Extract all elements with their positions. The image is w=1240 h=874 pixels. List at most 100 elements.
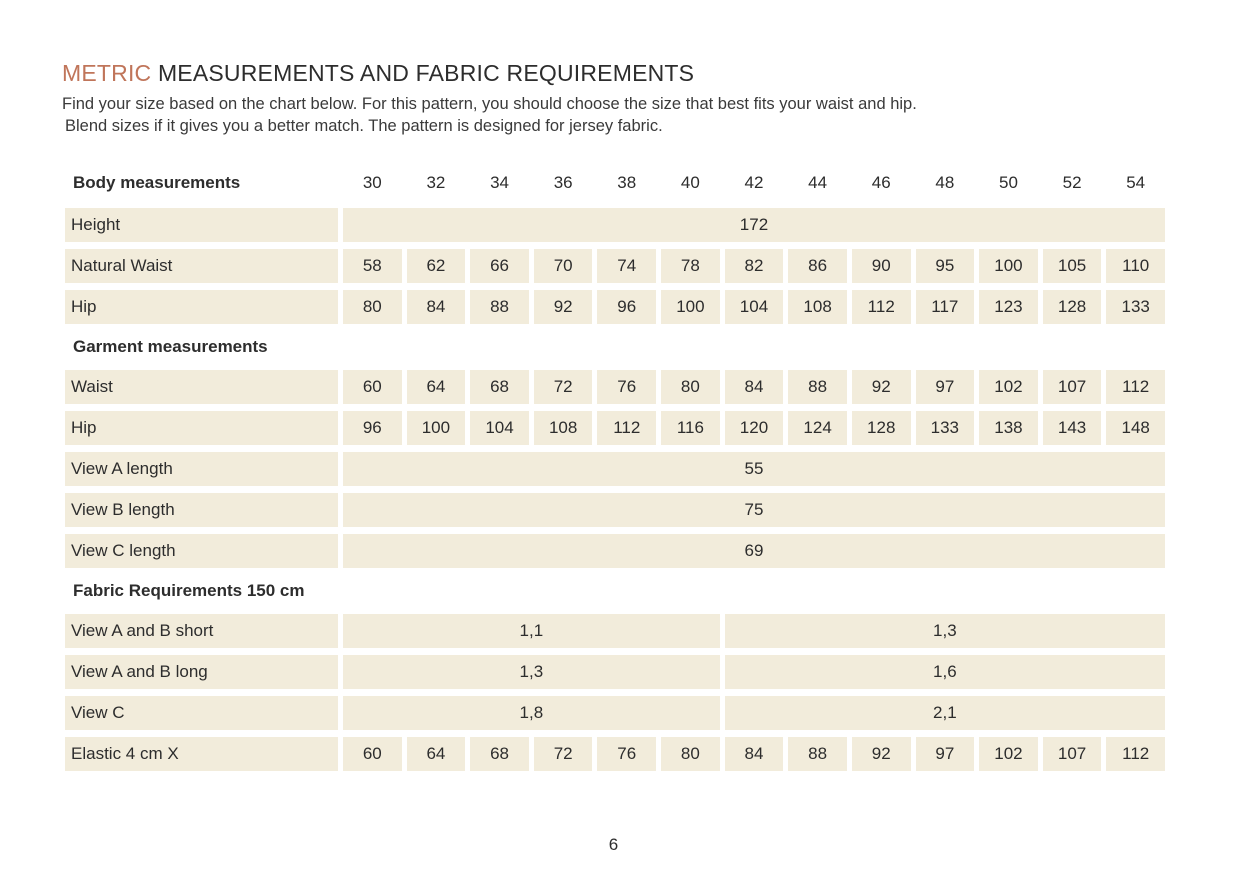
cell-value: 102: [979, 370, 1038, 404]
cell-value: 105: [1042, 249, 1102, 283]
cell-value: 70: [533, 249, 593, 283]
cell-value: 102: [979, 737, 1038, 771]
cell-value: 95: [915, 249, 975, 283]
cell-value: 60: [343, 737, 402, 771]
subtitle-line-1: Find your size based on the chart below.…: [62, 95, 917, 113]
size-column-header: 32: [426, 173, 446, 192]
cell-value: 86: [788, 249, 847, 283]
cell-value: 112: [1106, 737, 1165, 771]
cell-value: 100: [661, 290, 720, 324]
cell-value: 108: [788, 290, 847, 324]
size-column-header: 40: [680, 173, 700, 192]
row-label: View B length: [65, 493, 338, 527]
cell-value: 128: [851, 411, 911, 445]
cell-value: 124: [788, 411, 847, 445]
row-label: View A length: [65, 452, 338, 486]
page-number: 6: [608, 835, 619, 854]
row-span-value: 55: [343, 452, 1165, 486]
size-column-header: 30: [362, 173, 382, 192]
cell-value: 108: [533, 411, 593, 445]
row-label: View A and B short: [65, 614, 338, 648]
row-span-value: 75: [343, 493, 1165, 527]
cell-value: 100: [406, 411, 466, 445]
page-title-rest: MEASUREMENTS AND FABRIC REQUIREMENTS: [151, 60, 695, 86]
doc-header: METRIC MEASUREMENTS AND FABRIC REQUIREME…: [62, 60, 1165, 137]
cell-value: 80: [661, 737, 720, 771]
cell-value: 123: [979, 290, 1038, 324]
cell-value: 64: [406, 737, 466, 771]
cell-value: 133: [1106, 290, 1165, 324]
size-column-header: 36: [553, 173, 573, 192]
size-column-header: 48: [935, 173, 955, 192]
row-label: Elastic 4 cm X: [65, 737, 338, 771]
cell-value: 92: [851, 737, 911, 771]
page-title: METRIC MEASUREMENTS AND FABRIC REQUIREME…: [62, 60, 1165, 87]
row-label: Hip: [65, 411, 338, 445]
section-label: Garment measurements: [73, 337, 268, 356]
cell-value: 82: [724, 249, 784, 283]
cell-value: 112: [1106, 370, 1165, 404]
cell-value: 84: [724, 737, 784, 771]
cell-value: 88: [788, 737, 847, 771]
row-label: Height: [65, 208, 338, 242]
cell-value: 78: [661, 249, 720, 283]
cell-value: 90: [851, 249, 911, 283]
cell-value: 133: [915, 411, 975, 445]
cell-value: 97: [915, 737, 975, 771]
row-span-value: 172: [343, 208, 1165, 242]
page-title-accent: METRIC: [62, 60, 152, 86]
row-label: View C length: [65, 534, 338, 568]
section-label: Fabric Requirements 150 cm: [73, 581, 305, 600]
cell-value: 84: [724, 370, 784, 404]
size-column-header: 38: [617, 173, 637, 192]
cell-value: 80: [343, 290, 402, 324]
cell-value: 68: [470, 737, 529, 771]
cell-value: 138: [979, 411, 1038, 445]
cell-value: 96: [597, 290, 657, 324]
cell-value: 107: [1042, 370, 1102, 404]
cell-value: 72: [533, 370, 593, 404]
fabric-right-value: 2,1: [724, 696, 1165, 730]
cell-value: 68: [470, 370, 529, 404]
cell-value: 64: [406, 370, 466, 404]
cell-value: 143: [1042, 411, 1102, 445]
cell-value: 116: [661, 411, 720, 445]
cell-value: 58: [343, 249, 402, 283]
cell-value: 104: [724, 290, 784, 324]
cell-value: 76: [597, 370, 657, 404]
cell-value: 97: [915, 370, 975, 404]
row-label: Waist: [65, 370, 338, 404]
row-span-value: 69: [343, 534, 1165, 568]
row-label: Natural Waist: [65, 249, 338, 283]
cell-value: 60: [343, 370, 402, 404]
cell-value: 148: [1106, 411, 1165, 445]
size-column-header: 50: [998, 173, 1018, 192]
page-footer: 6: [62, 835, 1165, 855]
subtitle-line-2: Blend sizes if it gives you a better mat…: [65, 117, 663, 135]
size-column-header: 42: [744, 173, 764, 192]
cell-value: 117: [915, 290, 975, 324]
row-label: View C: [65, 696, 338, 730]
cell-value: 120: [724, 411, 784, 445]
cell-value: 107: [1042, 737, 1102, 771]
size-column-header: 46: [871, 173, 891, 192]
cell-value: 128: [1042, 290, 1102, 324]
cell-value: 110: [1106, 249, 1165, 283]
cell-value: 84: [406, 290, 466, 324]
cell-value: 112: [851, 290, 911, 324]
size-column-header: 52: [1062, 173, 1082, 192]
fabric-right-value: 1,6: [724, 655, 1165, 689]
cell-value: 76: [597, 737, 657, 771]
cell-value: 88: [788, 370, 847, 404]
fabric-left-value: 1,8: [343, 696, 720, 730]
fabric-left-value: 1,1: [343, 614, 720, 648]
row-label: Hip: [65, 290, 338, 324]
fabric-right-value: 1,3: [724, 614, 1165, 648]
cell-value: 112: [597, 411, 657, 445]
table-header-label: Body measurements: [73, 173, 241, 192]
cell-value: 92: [533, 290, 593, 324]
cell-value: 100: [979, 249, 1038, 283]
cell-value: 104: [470, 411, 529, 445]
cell-value: 72: [533, 737, 593, 771]
